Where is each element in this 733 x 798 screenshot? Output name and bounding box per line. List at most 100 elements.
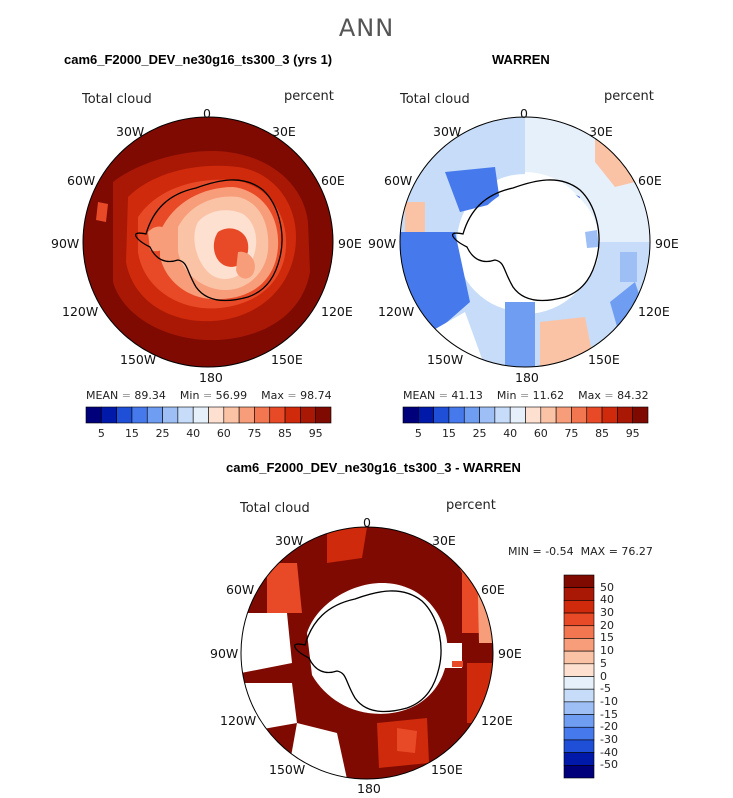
colorbar-panel-3	[563, 574, 595, 779]
colorbar-swatch	[479, 406, 496, 424]
colorbar-tick-label: 25	[155, 427, 170, 440]
colorbar-swatch	[146, 406, 163, 424]
colorbar-tick-label: 5	[600, 656, 607, 670]
lon-label: 90E	[498, 646, 522, 661]
colorbar-swatch	[525, 406, 542, 424]
lon-label: 60W	[67, 173, 96, 188]
max-label: Max	[578, 389, 601, 402]
colorbar-swatch	[192, 406, 209, 424]
colorbar-tick-label: -20	[600, 720, 618, 734]
colorbar-swatch	[433, 406, 450, 424]
colorbar-tick-label: 60	[216, 427, 231, 440]
colorbar-tick-label: 5	[97, 427, 105, 440]
colorbar-swatch	[101, 406, 117, 424]
colorbar-tick-label: 25	[472, 427, 487, 440]
panel-2-stats: MEAN = 41.13 Min = 11.62 Max = 84.32	[403, 389, 649, 402]
colorbar-tick-label: 15	[124, 427, 139, 440]
colorbar-swatch	[418, 406, 434, 424]
lon-label: 150E	[431, 762, 463, 777]
colorbar-swatch	[402, 406, 419, 424]
lon-label: 0	[203, 106, 211, 121]
colorbar-tick-label: 50	[600, 580, 614, 594]
lon-label: 180	[357, 781, 381, 796]
colorbar-tick-label: 40	[503, 427, 518, 440]
max-value: 98.74	[300, 389, 332, 402]
figure-season-title: ANN	[338, 14, 395, 42]
lon-label: 90W	[210, 646, 239, 661]
lon-label: 60W	[384, 173, 413, 188]
panel-1-units-label: percent	[284, 89, 334, 104]
lon-label: 120E	[321, 304, 353, 319]
colorbar-swatch	[238, 406, 255, 424]
panel-3-variable-label: Total cloud	[240, 501, 310, 516]
panel-3-stats: MIN = -0.54 MAX = 76.27	[508, 545, 653, 558]
colorbar-swatch	[601, 406, 618, 424]
max-value: 84.32	[617, 389, 649, 402]
lon-label: 30E	[432, 533, 456, 548]
lon-label: 30E	[272, 124, 296, 139]
colorbar-tick-label: 60	[533, 427, 548, 440]
colorbar-tick-label: 15	[441, 427, 456, 440]
mean-value: 89.34	[134, 389, 166, 402]
colorbar-swatch	[208, 406, 225, 424]
lon-label: 90W	[51, 236, 80, 251]
panel-2-title: WARREN	[492, 52, 550, 67]
colorbar-swatch	[463, 406, 480, 424]
min-label: MIN =	[508, 545, 542, 558]
colorbar-swatch	[563, 676, 595, 690]
colorbar-tick-label: -10	[600, 694, 618, 708]
lon-label: 120E	[481, 713, 513, 728]
panel-2-units-label: percent	[604, 89, 654, 104]
colorbar-tick-label: 40	[600, 593, 614, 607]
min-label: Min	[496, 389, 517, 402]
colorbar-swatch	[85, 406, 102, 424]
lon-label: 180	[515, 370, 539, 385]
colorbar-tick-label: -5	[600, 682, 611, 696]
colorbar-swatch	[509, 406, 526, 424]
lon-label: 0	[363, 515, 371, 530]
min-label: Min	[179, 389, 200, 402]
lon-label: 120W	[220, 713, 257, 728]
colorbar-swatch	[563, 612, 595, 627]
panel-2-variable-label: Total cloud	[400, 92, 470, 107]
colorbar-swatch	[563, 714, 595, 728]
lon-label: 120E	[638, 304, 670, 319]
mean-label: MEAN	[403, 389, 436, 402]
lon-label: 150E	[588, 352, 620, 367]
colorbar-tick-label: -50	[600, 758, 618, 772]
max-value: 76.27	[621, 545, 653, 558]
colorbar-swatch	[563, 663, 595, 677]
colorbar-swatch	[571, 406, 588, 424]
lon-label: 90E	[655, 236, 679, 251]
colorbar-tick-label: 95	[308, 427, 323, 440]
colorbar-swatch	[563, 574, 595, 588]
colorbar-swatch	[563, 625, 595, 639]
lon-label: 60E	[481, 582, 505, 597]
colorbar-swatch	[284, 406, 301, 424]
colorbar-swatch	[632, 406, 649, 424]
colorbar-swatch	[540, 406, 557, 424]
colorbar-swatch	[116, 406, 133, 424]
colorbar-tick-label: 75	[247, 427, 262, 440]
colorbar-swatch	[563, 701, 595, 715]
colorbar-tick-label: 5	[414, 427, 422, 440]
lon-label: 60W	[226, 582, 255, 597]
lon-label: 30E	[589, 124, 613, 139]
colorbar-swatch	[162, 406, 179, 424]
colorbar-tick-label: 85	[278, 427, 293, 440]
colorbar-swatch	[494, 406, 511, 424]
lon-label: 30W	[116, 124, 145, 139]
panel-2-map	[399, 116, 651, 368]
colorbar-tick-label: 15	[600, 631, 614, 645]
colorbar-swatch	[586, 406, 603, 424]
panel-3-map	[240, 526, 494, 780]
lon-label: 120W	[378, 304, 415, 319]
colorbar-swatch	[563, 726, 595, 741]
colorbar-tick-label: -40	[600, 745, 618, 759]
colorbar-tick-label: 95	[625, 427, 640, 440]
colorbar-panel-1	[85, 406, 332, 424]
colorbar-tick-label: -15	[600, 707, 618, 721]
colorbar-swatch	[563, 752, 595, 766]
colorbar-swatch	[223, 406, 240, 424]
